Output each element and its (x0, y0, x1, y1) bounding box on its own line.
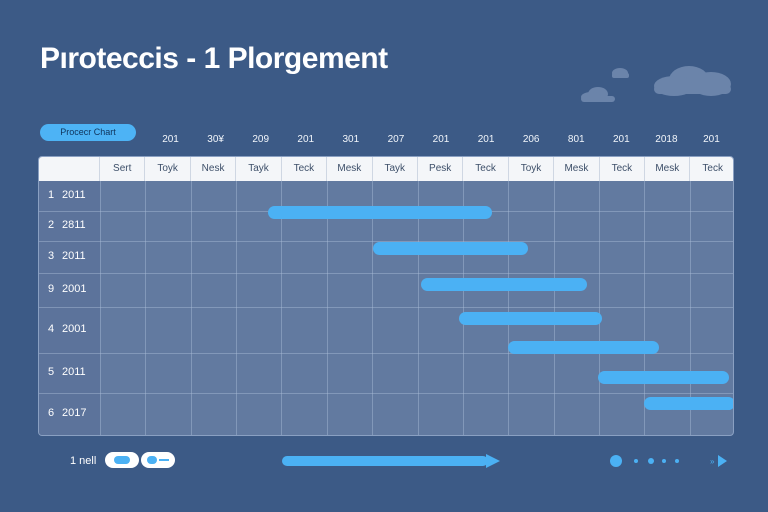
grid-vline (372, 181, 374, 435)
row-label: 6 2017 (48, 407, 86, 419)
year-label: 30¥ (207, 134, 224, 145)
row-number: 2 (48, 219, 55, 231)
row-label: 4 2001 (48, 323, 86, 335)
row-number: 4 (48, 323, 55, 335)
grid-hline (39, 353, 733, 354)
pager-controls[interactable]: » (606, 452, 730, 470)
year-label: 301 (342, 134, 360, 145)
row-number: 9 (48, 283, 55, 295)
grid-vline (689, 181, 691, 435)
toggle-icon[interactable] (105, 452, 139, 468)
column-header-cell[interactable]: Mesk (645, 157, 691, 181)
page-title: Pıroteccis - 1 Plorgement (40, 42, 388, 75)
grid-hline (39, 435, 733, 436)
grid-vline (190, 181, 192, 435)
year-label: 2018 (655, 134, 678, 145)
grid-hline (39, 273, 733, 274)
row-year: 2011 (62, 366, 86, 378)
row-number: 3 (48, 250, 55, 262)
year-label: 207 (387, 134, 405, 145)
row-number: 1 (48, 189, 55, 201)
column-header-cell[interactable]: Mesk (327, 157, 373, 181)
column-header-cell[interactable]: Toyk (145, 157, 191, 181)
year-label: 201 (612, 134, 630, 145)
arrow-right-icon[interactable] (282, 452, 502, 470)
grid-hline (39, 241, 733, 242)
grid-vline (326, 181, 328, 435)
cloud-icon (581, 66, 731, 102)
year-label: 201 (162, 134, 179, 145)
column-header-cell[interactable]: Nesk (191, 157, 237, 181)
column-header-cell[interactable]: Teck (463, 157, 509, 181)
year-label: 209 (252, 134, 270, 145)
column-header-cell[interactable]: Toyk (509, 157, 555, 181)
row-label: 5 2011 (48, 366, 86, 378)
row-year: 2011 (62, 189, 86, 201)
grid-vline (281, 181, 283, 435)
column-header-cell[interactable]: Teck (600, 157, 646, 181)
year-label: 201 (703, 134, 720, 145)
grid-hline (39, 307, 733, 308)
toggle-knob (147, 456, 157, 464)
gantt-grid: Sert Toyk Nesk Tayk Teck Mesk Tayk Pesk Teck Toyk… (38, 156, 734, 436)
task-bar[interactable] (268, 206, 492, 219)
row-number: 6 (48, 407, 55, 419)
column-header-cell[interactable]: Mesk (554, 157, 600, 181)
toggle-line (159, 459, 169, 461)
grid-vline (417, 181, 419, 435)
column-header-cell[interactable]: Tayk (236, 157, 282, 181)
grid-vline (553, 181, 555, 435)
grid-vline (145, 181, 147, 435)
grid-vline (462, 181, 464, 435)
svg-text:»: » (710, 457, 715, 466)
header-corner (39, 157, 100, 181)
grid-hline (39, 393, 733, 394)
footer-label: 1 nell (70, 455, 97, 467)
row-label-column (39, 181, 100, 435)
row-number: 5 (48, 366, 55, 378)
column-header: Sert Toyk Nesk Tayk Teck Mesk Tayk Pesk Teck Toyk… (39, 157, 733, 181)
row-label: 9 2001 (48, 283, 86, 295)
grid-vline (644, 181, 646, 435)
grid-vline (100, 181, 101, 435)
task-bar[interactable] (421, 278, 587, 291)
task-bar[interactable] (459, 312, 602, 325)
year-label: 201 (477, 134, 495, 145)
grid-vline (598, 181, 600, 435)
row-year: 2017 (62, 407, 87, 419)
column-header-cell[interactable]: Pesk (418, 157, 464, 181)
year-label: 801 (567, 134, 585, 145)
task-bar[interactable] (598, 371, 729, 384)
row-label: 3 2011 (48, 250, 86, 262)
year-label: 201 (432, 134, 450, 145)
grid-vline (508, 181, 510, 435)
header-cells: Sert Toyk Nesk Tayk Teck Mesk Tayk Pesk Teck Toyk… (100, 157, 733, 181)
toggle-icon[interactable] (141, 452, 175, 468)
row-year: 2001 (62, 323, 87, 335)
column-header-cell[interactable]: Teck (702, 163, 723, 174)
toggle-knob (114, 456, 130, 464)
row-year: 2011 (62, 250, 86, 262)
row-year: 2811 (62, 219, 86, 231)
task-bar[interactable] (373, 242, 528, 255)
task-bar[interactable] (508, 341, 659, 354)
year-label: 206 (522, 134, 540, 145)
row-year: 2001 (62, 283, 87, 295)
row-label: 1 2011 (48, 189, 86, 201)
year-axis: 201 30¥ 209 201 301 207 201 201 206 801 201 2018 201 (148, 134, 734, 148)
year-label: 201 (297, 134, 315, 145)
grid-vline (236, 181, 238, 435)
row-label: 2 2811 (48, 219, 86, 231)
play-icon (718, 455, 727, 467)
column-header-cell[interactable]: Teck (282, 157, 328, 181)
column-header-cell[interactable]: Sert (100, 157, 146, 181)
column-header-cell[interactable]: Tayk (373, 157, 418, 181)
task-bar[interactable] (644, 397, 733, 410)
chart-pill-button[interactable]: Procecr Chart (40, 124, 136, 141)
